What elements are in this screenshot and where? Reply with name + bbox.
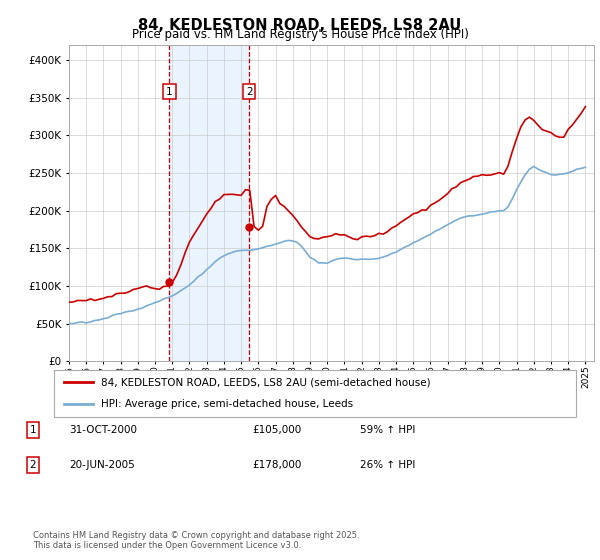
- Text: £105,000: £105,000: [252, 425, 301, 435]
- Text: 2: 2: [29, 460, 37, 470]
- Text: 84, KEDLESTON ROAD, LEEDS, LS8 2AU (semi-detached house): 84, KEDLESTON ROAD, LEEDS, LS8 2AU (semi…: [101, 377, 431, 388]
- Bar: [169, 45, 249, 361]
- FancyBboxPatch shape: [54, 370, 576, 417]
- Text: 31-OCT-2000: 31-OCT-2000: [69, 425, 137, 435]
- Text: 2: 2: [246, 86, 253, 96]
- Text: 59% ↑ HPI: 59% ↑ HPI: [360, 425, 415, 435]
- Text: 26% ↑ HPI: 26% ↑ HPI: [360, 460, 415, 470]
- Text: Contains HM Land Registry data © Crown copyright and database right 2025.
This d: Contains HM Land Registry data © Crown c…: [33, 530, 359, 550]
- Text: £178,000: £178,000: [252, 460, 301, 470]
- Text: 20-JUN-2005: 20-JUN-2005: [69, 460, 135, 470]
- Text: Price paid vs. HM Land Registry's House Price Index (HPI): Price paid vs. HM Land Registry's House …: [131, 28, 469, 41]
- Text: 84, KEDLESTON ROAD, LEEDS, LS8 2AU: 84, KEDLESTON ROAD, LEEDS, LS8 2AU: [139, 18, 461, 33]
- Text: HPI: Average price, semi-detached house, Leeds: HPI: Average price, semi-detached house,…: [101, 399, 353, 409]
- Text: 1: 1: [166, 86, 173, 96]
- Text: 1: 1: [29, 425, 37, 435]
